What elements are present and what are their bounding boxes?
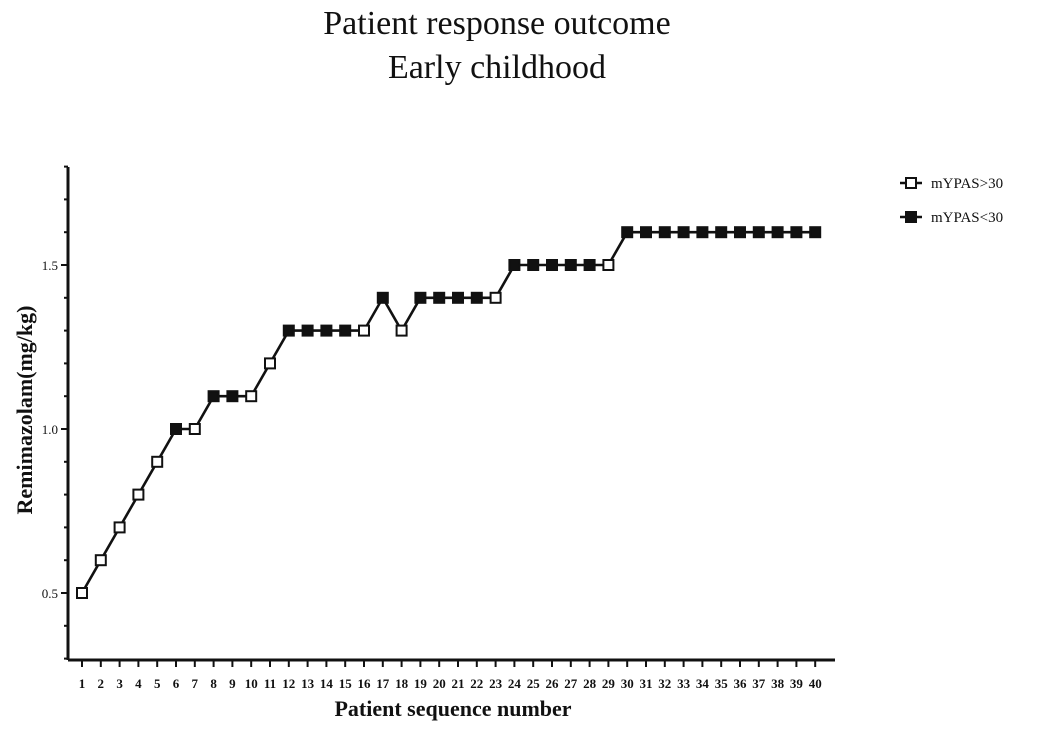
x-tick-label: 29: [602, 676, 616, 691]
data-point-filled: [508, 259, 521, 271]
data-point-filled: [658, 226, 671, 239]
x-tick-label: 14: [320, 676, 334, 691]
axes: [66, 167, 835, 662]
x-tick-label: 31: [640, 676, 653, 691]
data-point-filled: [790, 226, 803, 239]
data-point-open: [395, 324, 408, 337]
data-point-filled: [170, 423, 182, 435]
x-tick-label: 2: [98, 676, 105, 691]
x-tick-label: 5: [154, 676, 161, 691]
y-tick-label: 0.5: [42, 586, 58, 601]
x-tick-label: 3: [116, 676, 123, 691]
x-tick-label: 18: [395, 676, 409, 691]
x-tick-label: 37: [752, 676, 766, 691]
data-point-filled: [433, 291, 446, 304]
data-point-open: [151, 455, 164, 468]
y-ticks: 0.5 1.0 1.5: [42, 165, 68, 660]
legend-marker-filled: [905, 211, 917, 223]
legend: mYPAS>30 mYPAS<30: [900, 176, 1003, 226]
chart-subtitle: Early childhood: [388, 49, 606, 86]
x-tick-label: 11: [264, 676, 276, 691]
y-tick-label: 1.5: [42, 258, 58, 273]
data-point-open: [602, 259, 615, 271]
data-point-filled: [527, 259, 540, 271]
data-point-open: [94, 554, 107, 567]
x-tick-label: 15: [339, 676, 353, 691]
x-ticks: 1 2 3 4 5 6 7 8 9 10 11 12 13 14 15 16 17 18 19 20 21 22 23 24 2…: [79, 660, 822, 691]
data-point-open: [113, 521, 126, 534]
legend-marker-open: [905, 177, 917, 189]
data-point-filled: [771, 226, 784, 239]
x-tick-label: 38: [771, 676, 785, 691]
data-point-open: [489, 291, 502, 304]
data-point-filled: [677, 226, 690, 239]
x-tick-label: 33: [677, 676, 691, 691]
x-tick-label: 24: [508, 676, 522, 691]
x-tick-label: 35: [715, 676, 729, 691]
x-tick-label: 34: [696, 676, 710, 691]
y-axis-title: Remimazolam(mg/kg): [12, 306, 37, 515]
data-point-filled: [301, 324, 314, 337]
x-tick-label: 19: [414, 676, 428, 691]
data-point-filled: [207, 390, 220, 403]
x-tick-label: 30: [621, 676, 634, 691]
x-tick-label: 39: [790, 676, 804, 691]
data-point-filled: [640, 226, 652, 239]
data-point-open: [264, 357, 276, 370]
data-point-filled: [715, 226, 728, 239]
x-tick-label: 13: [301, 676, 315, 691]
x-tick-label: 26: [546, 676, 560, 691]
x-tick-label: 21: [452, 676, 465, 691]
data-point-filled: [320, 324, 333, 337]
data-point-open: [358, 324, 370, 337]
x-tick-label: 20: [433, 676, 446, 691]
data-point-open: [76, 587, 88, 599]
data-point-filled: [564, 259, 577, 271]
data-point-filled: [452, 291, 464, 304]
x-tick-label: 25: [527, 676, 541, 691]
legend-label: mYPAS>30: [931, 176, 1003, 192]
x-tick-label: 28: [583, 676, 597, 691]
x-tick-label: 22: [470, 676, 483, 691]
chart-title: Patient response outcome: [323, 5, 670, 42]
data-point-open: [245, 390, 258, 403]
x-tick-label: 7: [192, 676, 199, 691]
x-tick-label: 4: [135, 676, 142, 691]
x-tick-label: 8: [210, 676, 217, 691]
x-tick-label: 10: [245, 676, 258, 691]
data-point-filled: [583, 259, 596, 271]
x-tick-label: 40: [809, 676, 822, 691]
data-point-filled: [470, 291, 483, 304]
data-point-filled: [282, 324, 295, 337]
x-tick-label: 6: [173, 676, 180, 691]
data-point-filled: [339, 324, 352, 337]
series: [76, 226, 822, 599]
x-axis-title: Patient sequence number: [334, 696, 571, 721]
data-point-filled: [734, 226, 746, 239]
data-point-filled: [376, 291, 389, 304]
x-tick-label: 1: [79, 676, 86, 691]
data-point-open: [132, 488, 145, 501]
x-tick-label: 9: [229, 676, 236, 691]
x-tick-label: 12: [282, 676, 295, 691]
series-line: [80, 230, 816, 594]
data-point-filled: [546, 259, 558, 271]
data-point-filled: [809, 226, 822, 239]
x-tick-label: 16: [358, 676, 372, 691]
data-point-filled: [621, 226, 634, 239]
x-tick-label: 23: [489, 676, 503, 691]
y-tick-label: 1.0: [42, 422, 58, 437]
data-point-filled: [226, 390, 239, 403]
data-point-filled: [752, 226, 765, 239]
data-point-open: [188, 423, 201, 435]
x-tick-label: 32: [658, 676, 671, 691]
legend-label: mYPAS<30: [931, 210, 1003, 226]
x-tick-label: 36: [734, 676, 748, 691]
x-tick-label: 17: [376, 676, 390, 691]
data-point-filled: [414, 291, 427, 304]
data-point-filled: [696, 226, 709, 239]
x-tick-label: 27: [564, 676, 578, 691]
